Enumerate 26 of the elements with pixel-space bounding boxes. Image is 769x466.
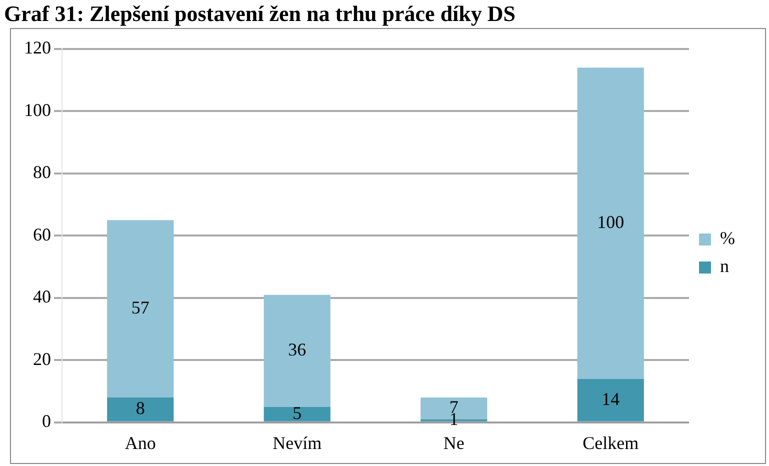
bar bbox=[577, 378, 644, 422]
y-tick-label: 20 bbox=[33, 348, 51, 369]
chart-title: Graf 31: Zlepšení postavení žen na trhu práce díky DS bbox=[3, 0, 517, 28]
y-tick-label: 80 bbox=[33, 162, 51, 182]
bar bbox=[577, 68, 644, 379]
data-label: 14 bbox=[602, 388, 620, 409]
data-label: 8 bbox=[136, 398, 145, 418]
x-tick-label: Ne bbox=[443, 432, 464, 453]
bar bbox=[264, 406, 330, 422]
y-tick-label: 100 bbox=[24, 100, 51, 120]
x-tick-label: Ano bbox=[124, 432, 156, 453]
legend-label: n bbox=[720, 256, 730, 276]
y-tick-label: 60 bbox=[33, 224, 51, 244]
bar bbox=[264, 294, 330, 407]
data-label: 57 bbox=[131, 298, 150, 318]
y-tick-label: 0 bbox=[42, 411, 51, 432]
x-tick-label: Nevím bbox=[272, 432, 322, 453]
data-label: 5 bbox=[292, 402, 302, 423]
bar bbox=[107, 220, 174, 398]
data-label: 36 bbox=[288, 340, 306, 360]
x-tick-label: Celkem bbox=[582, 432, 639, 453]
data-label: 100 bbox=[597, 212, 624, 232]
y-tick-label: 40 bbox=[33, 286, 51, 307]
y-tick-label: 120 bbox=[24, 38, 51, 58]
bar bbox=[107, 398, 174, 422]
legend-label: % bbox=[720, 228, 736, 248]
